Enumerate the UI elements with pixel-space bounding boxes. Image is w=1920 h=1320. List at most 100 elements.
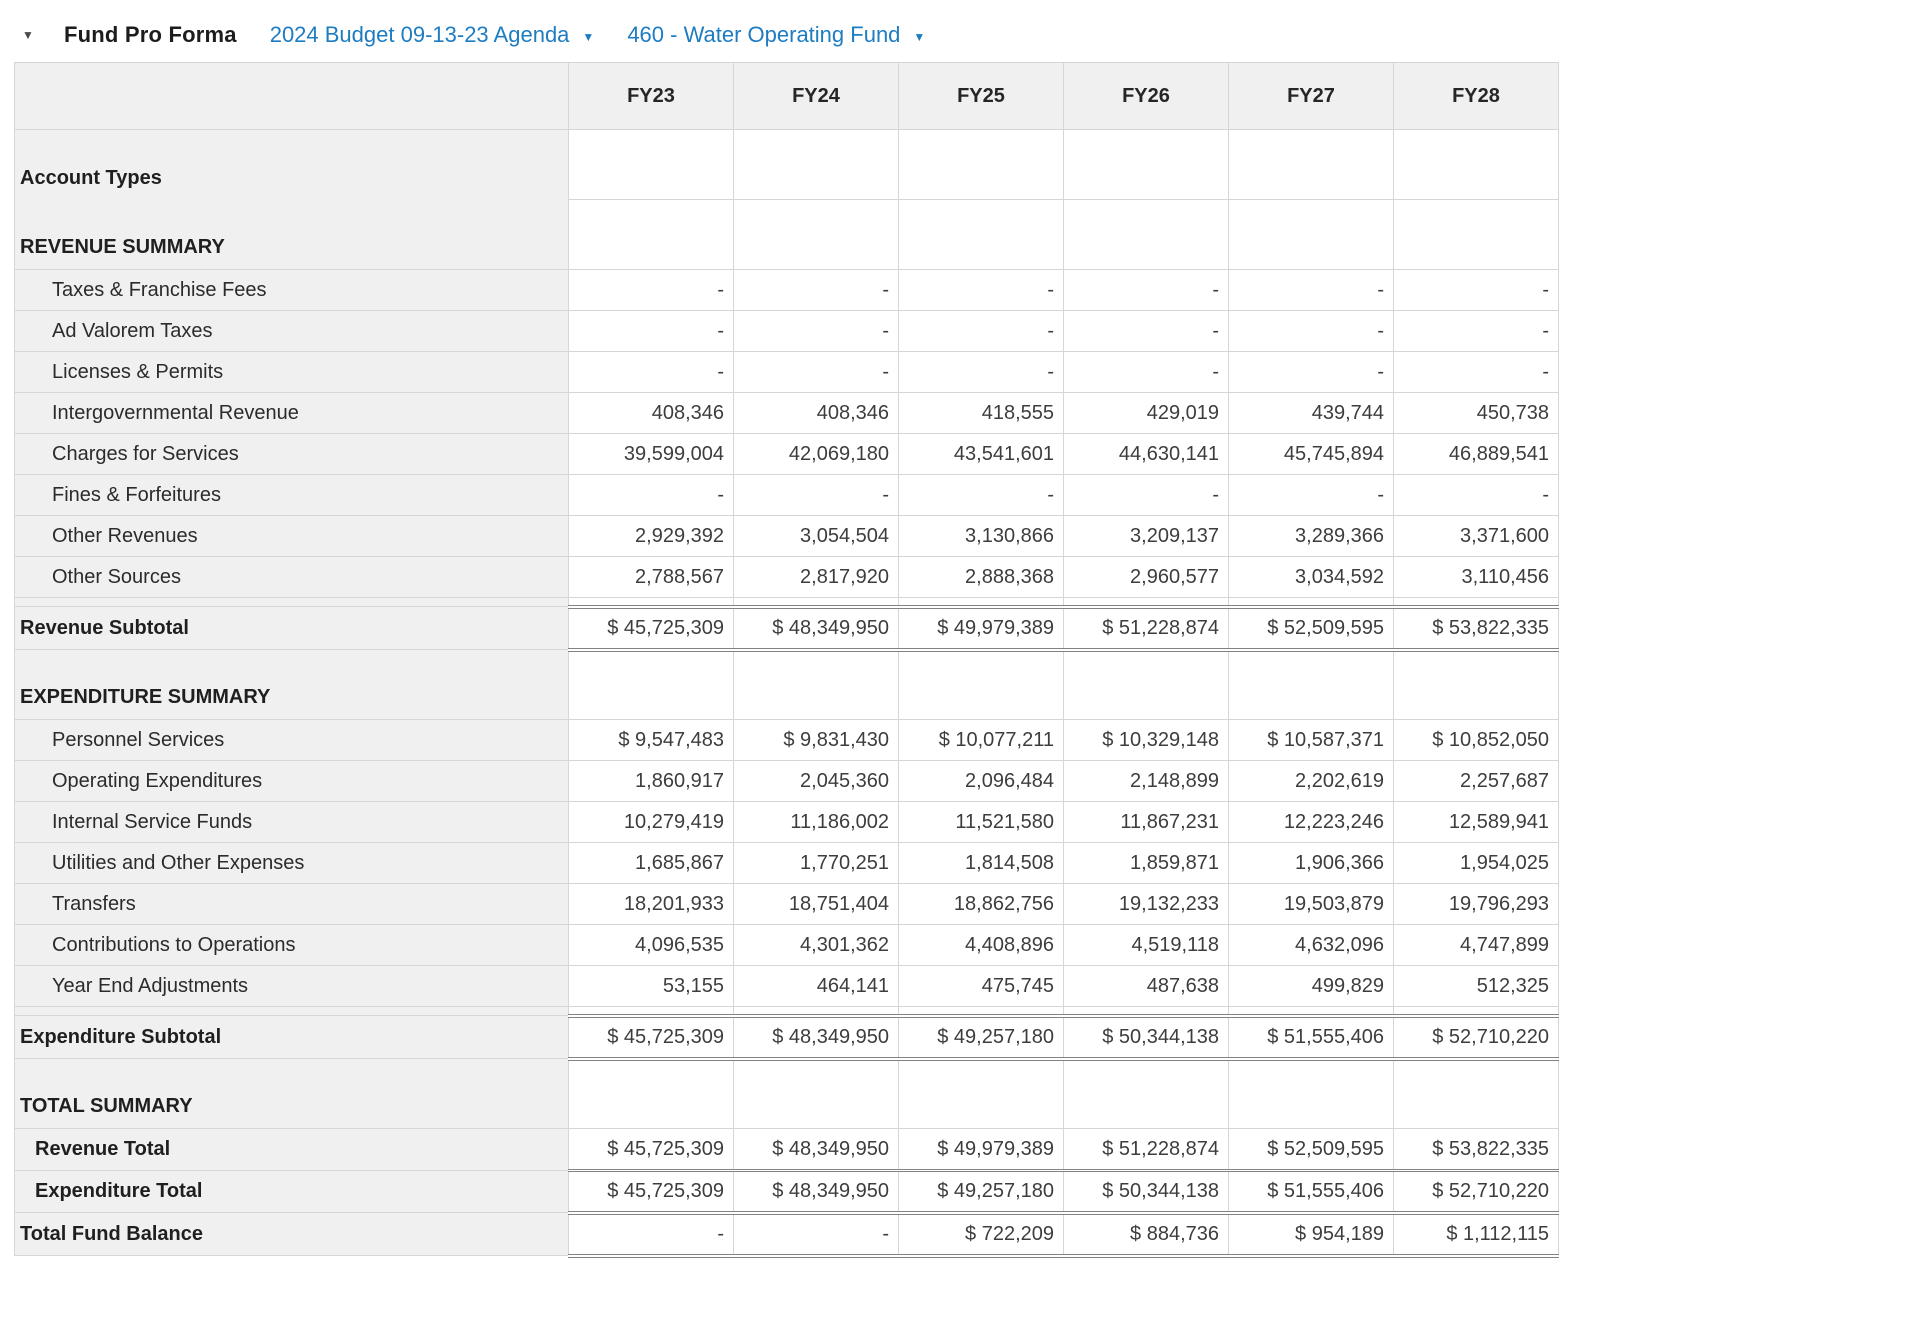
chevron-down-icon: ▼	[582, 29, 595, 44]
cell-value: 53,155	[568, 965, 734, 1007]
cell-value: 2,202,619	[1228, 760, 1394, 802]
cell-value: 12,223,246	[1228, 801, 1394, 843]
cell-value	[733, 199, 899, 270]
collapse-icon[interactable]: ▼	[22, 28, 34, 42]
row-label: Operating Expenditures	[14, 760, 569, 802]
cell-value: -	[568, 474, 734, 516]
cell-value: 2,960,577	[1063, 556, 1229, 598]
cell-value: -	[898, 269, 1064, 311]
table-row: Ad Valorem Taxes - - - - - -	[14, 310, 1559, 352]
cell-value: 450,738	[1393, 392, 1559, 434]
row-label: Other Sources	[14, 556, 569, 598]
cell-value: $ 45,725,309	[568, 1169, 734, 1215]
cell-value: $ 10,587,371	[1228, 719, 1394, 761]
cell-value: $ 52,710,220	[1393, 1013, 1559, 1061]
cell-value: 1,954,025	[1393, 842, 1559, 884]
cell-value	[733, 649, 899, 720]
cell-value: -	[1393, 474, 1559, 516]
row-label: Fines & Forfeitures	[14, 474, 569, 516]
table-row: EXPENDITURE SUMMARY	[14, 649, 1559, 720]
table-row: Intergovernmental Revenue 408,346 408,34…	[14, 392, 1559, 434]
cell-value: 439,744	[1228, 392, 1394, 434]
cell-value: $ 45,725,309	[568, 1013, 734, 1061]
row-label: Expenditure Subtotal	[14, 1015, 569, 1059]
table-row: Internal Service Funds 10,279,419 11,186…	[14, 801, 1559, 843]
cell-value	[898, 597, 1064, 607]
cell-value: 4,747,899	[1393, 924, 1559, 966]
table-row: Charges for Services 39,599,004 42,069,1…	[14, 433, 1559, 475]
cell-value	[1063, 1058, 1229, 1129]
cell-value	[568, 1058, 734, 1129]
fund-selector[interactable]: 460 - Water Operating Fund ▼	[627, 22, 925, 48]
cell-value: 2,257,687	[1393, 760, 1559, 802]
cell-value	[568, 129, 734, 200]
table-row: Operating Expenditures 1,860,917 2,045,3…	[14, 760, 1559, 802]
cell-value	[1393, 597, 1559, 607]
cell-value: $ 48,349,950	[733, 1013, 899, 1061]
cell-value	[1228, 129, 1394, 200]
cell-value: $ 9,547,483	[568, 719, 734, 761]
row-label: Year End Adjustments	[14, 965, 569, 1007]
cell-value: $ 10,852,050	[1393, 719, 1559, 761]
column-header-row: FY23 FY24 FY25 FY26 FY27 FY28	[14, 62, 1559, 130]
row-label: REVENUE SUMMARY	[14, 199, 569, 270]
cell-value: -	[1228, 269, 1394, 311]
cell-value: 2,929,392	[568, 515, 734, 557]
cell-value: 18,862,756	[898, 883, 1064, 925]
cell-value	[1063, 597, 1229, 607]
row-label: Personnel Services	[14, 719, 569, 761]
table-row: Revenue Total $ 45,725,309 $ 48,349,950 …	[14, 1128, 1559, 1171]
cell-value	[733, 597, 899, 607]
cell-value	[898, 649, 1064, 720]
cell-value: -	[733, 474, 899, 516]
cell-value: 44,630,141	[1063, 433, 1229, 475]
cell-value: $ 48,349,950	[733, 604, 899, 652]
cell-value: $ 45,725,309	[568, 1128, 734, 1171]
cell-value: -	[733, 269, 899, 311]
row-label: Revenue Subtotal	[14, 606, 569, 650]
cell-value: 2,096,484	[898, 760, 1064, 802]
cell-value	[1063, 129, 1229, 200]
row-label: Internal Service Funds	[14, 801, 569, 843]
table-row: Revenue Subtotal $ 45,725,309 $ 48,349,9…	[14, 604, 1559, 652]
cell-value: 1,860,917	[568, 760, 734, 802]
cell-value: 408,346	[733, 392, 899, 434]
cell-value	[1063, 1006, 1229, 1016]
column-header-fy23: FY23	[568, 62, 734, 130]
cell-value	[568, 199, 734, 270]
cell-value: 3,034,592	[1228, 556, 1394, 598]
row-label: Other Revenues	[14, 515, 569, 557]
cell-value: 11,521,580	[898, 801, 1064, 843]
cell-value: $ 53,822,335	[1393, 604, 1559, 652]
cell-value: 11,867,231	[1063, 801, 1229, 843]
cell-value: $ 1,112,115	[1393, 1212, 1559, 1258]
cell-value: 1,906,366	[1228, 842, 1394, 884]
cell-value: $ 45,725,309	[568, 604, 734, 652]
cell-value: -	[898, 351, 1064, 393]
cell-value: 429,019	[1063, 392, 1229, 434]
cell-value: 46,889,541	[1393, 433, 1559, 475]
table-row: Total Fund Balance - - $ 722,209 $ 884,7…	[14, 1212, 1559, 1258]
cell-value	[1063, 649, 1229, 720]
column-header-fy28: FY28	[1393, 62, 1559, 130]
table-row: Personnel Services $ 9,547,483 $ 9,831,4…	[14, 719, 1559, 761]
cell-value: 2,888,368	[898, 556, 1064, 598]
cell-value: $ 49,257,180	[898, 1169, 1064, 1215]
cell-value: 1,814,508	[898, 842, 1064, 884]
cell-value: $ 49,979,389	[898, 604, 1064, 652]
cell-value: $ 9,831,430	[733, 719, 899, 761]
cell-value: -	[898, 310, 1064, 352]
cell-value: $ 48,349,950	[733, 1128, 899, 1171]
cell-value: $ 52,509,595	[1228, 1128, 1394, 1171]
cell-value	[898, 129, 1064, 200]
row-label: Account Types	[14, 129, 569, 200]
row-label: Transfers	[14, 883, 569, 925]
row-label	[14, 1006, 569, 1016]
cell-value	[568, 649, 734, 720]
cell-value: $ 51,555,406	[1228, 1013, 1394, 1061]
column-header-fy26: FY26	[1063, 62, 1229, 130]
cell-value: -	[568, 351, 734, 393]
cell-value	[1228, 1006, 1394, 1016]
budget-selector[interactable]: 2024 Budget 09-13-23 Agenda ▼	[270, 22, 595, 48]
fund-selector-label: 460 - Water Operating Fund	[627, 22, 901, 47]
